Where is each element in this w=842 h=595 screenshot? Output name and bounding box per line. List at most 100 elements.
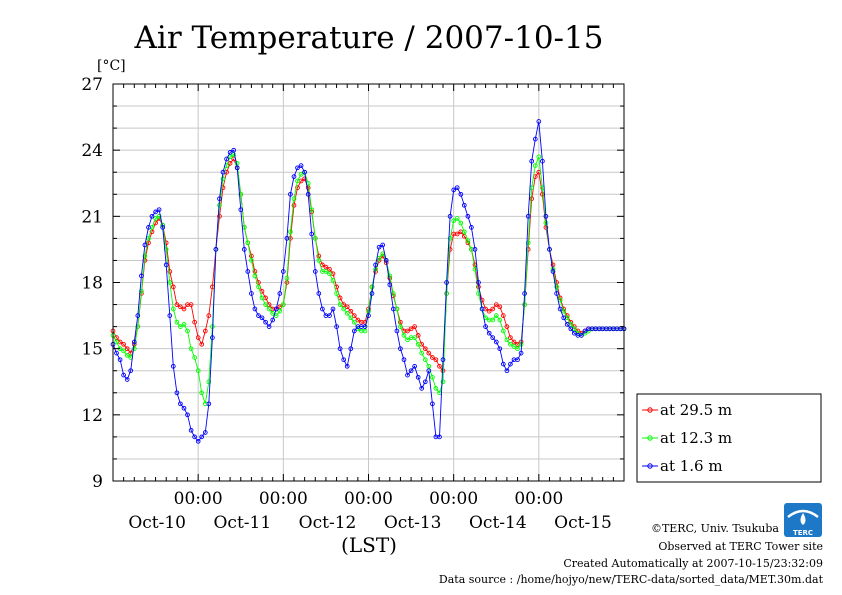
data-point <box>511 339 517 345</box>
data-point <box>376 244 382 250</box>
data-point <box>266 324 272 329</box>
data-point <box>330 306 336 312</box>
data-point <box>298 163 304 168</box>
data-point <box>454 216 460 221</box>
data-point <box>522 302 527 307</box>
data-point <box>405 337 410 343</box>
data-point <box>412 335 417 340</box>
data-point <box>348 346 354 352</box>
data-point <box>291 174 297 179</box>
data-point <box>398 319 403 325</box>
legend-label: at 29.5 m <box>660 401 732 419</box>
grid <box>113 84 624 481</box>
data-point <box>320 306 325 312</box>
data-point <box>497 317 503 323</box>
data-point <box>288 191 293 197</box>
data-point <box>486 308 492 314</box>
data-point <box>444 280 449 285</box>
data-point <box>440 357 446 363</box>
footer-observed: Observed at TERC Tower site <box>658 540 823 553</box>
data-point <box>412 363 417 369</box>
data-point <box>206 313 212 318</box>
legend-item: at 12.3 m <box>642 429 732 447</box>
data-point <box>153 209 158 215</box>
y-tick-label: 9 <box>92 472 103 492</box>
data-point <box>447 236 453 241</box>
chart-title: Air Temperature / 2007-10-15 <box>134 20 604 56</box>
data-point <box>330 277 336 283</box>
data-point <box>433 386 439 391</box>
data-point <box>305 191 311 197</box>
x-tick-time-label: 00:00 <box>344 489 393 509</box>
data-point <box>561 315 567 321</box>
data-point <box>327 266 332 272</box>
data-point <box>504 337 510 343</box>
legend-box <box>636 393 822 483</box>
data-point <box>540 158 545 164</box>
data-point <box>497 346 503 352</box>
data-point <box>394 328 400 334</box>
data-point <box>199 390 205 396</box>
x-tick-date-label: Oct-11 <box>213 513 271 533</box>
data-point <box>142 253 148 259</box>
data-point <box>369 284 375 290</box>
data-point <box>490 317 496 323</box>
data-point <box>170 363 176 369</box>
data-point <box>529 158 535 164</box>
data-point <box>142 242 148 248</box>
data-point <box>515 357 520 363</box>
data-point <box>550 269 556 274</box>
data-point <box>508 361 513 367</box>
data-point <box>178 304 183 310</box>
y-axis-unit: [°C] <box>97 58 126 74</box>
footer-source: Data source : /home/hojyo/new/TERC-data/… <box>439 573 824 586</box>
data-point <box>564 322 570 327</box>
data-point <box>213 247 219 252</box>
data-point <box>220 176 226 182</box>
data-point <box>124 377 130 382</box>
legend-item: at 29.5 m <box>642 401 732 419</box>
data-point <box>493 302 499 307</box>
y-tick-label: 15 <box>81 340 103 360</box>
data-point <box>195 368 201 374</box>
data-point <box>369 291 375 296</box>
data-point <box>458 220 464 226</box>
x-axis: 00:00 Oct-10 00:00 Oct-11 00:00 Oct-12 00:00 Oc… <box>112 84 625 533</box>
data-point <box>419 386 425 391</box>
footer: ©TERC, Univ. Tsukuba Observed at TERC To… <box>439 522 824 586</box>
data-point <box>114 350 119 356</box>
data-point <box>380 242 386 248</box>
data-point <box>280 269 286 274</box>
data-point <box>163 262 169 268</box>
data-point <box>479 306 485 312</box>
data-point <box>298 172 304 177</box>
data-point <box>344 304 350 310</box>
data-point <box>316 258 322 263</box>
data-point <box>170 306 176 312</box>
data-point <box>263 302 268 307</box>
data-point <box>341 306 347 312</box>
data-point <box>497 304 503 310</box>
data-point <box>362 324 368 329</box>
data-point <box>259 315 265 321</box>
data-point <box>295 165 300 171</box>
data-point <box>518 350 524 356</box>
data-point <box>447 213 453 219</box>
data-point <box>362 328 368 334</box>
data-point <box>121 372 126 378</box>
data-point <box>465 238 471 243</box>
data-point <box>490 335 496 340</box>
data-point <box>224 156 229 162</box>
data-point <box>486 330 492 336</box>
data-point <box>454 185 460 191</box>
data-point <box>408 326 414 332</box>
data-point <box>337 346 343 352</box>
data-point <box>344 311 350 316</box>
data-point <box>323 264 329 270</box>
data-point <box>504 368 510 374</box>
data-point <box>277 308 283 314</box>
data-point <box>220 169 226 175</box>
data-point <box>323 269 329 274</box>
data-point <box>493 313 499 318</box>
data-point <box>390 306 396 312</box>
